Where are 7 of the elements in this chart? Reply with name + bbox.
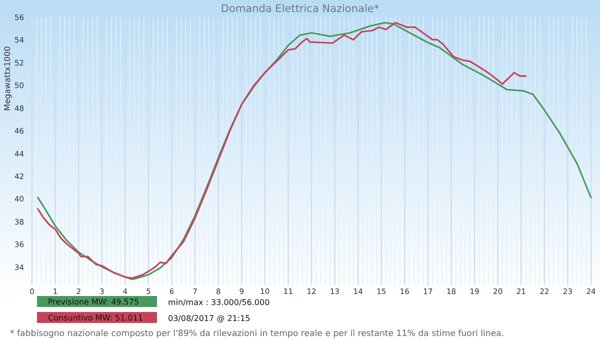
chart-title: Domanda Elettrica Nazionale*	[220, 3, 380, 15]
text: 03/08/2017 @ 21:15	[168, 314, 250, 323]
text: min/max : 33.000/56.000	[168, 298, 270, 307]
text: * fabbisogno nazionale composto per l'89% da rilevazioni in tempo reale e per il restante 11% da stime fuori linea.	[10, 329, 504, 339]
text: Consuntivo MW: 51.011	[48, 314, 143, 322]
text: Previsione MW: 49.575	[48, 298, 140, 306]
y-axis-title: Megawattx1000	[3, 46, 12, 111]
